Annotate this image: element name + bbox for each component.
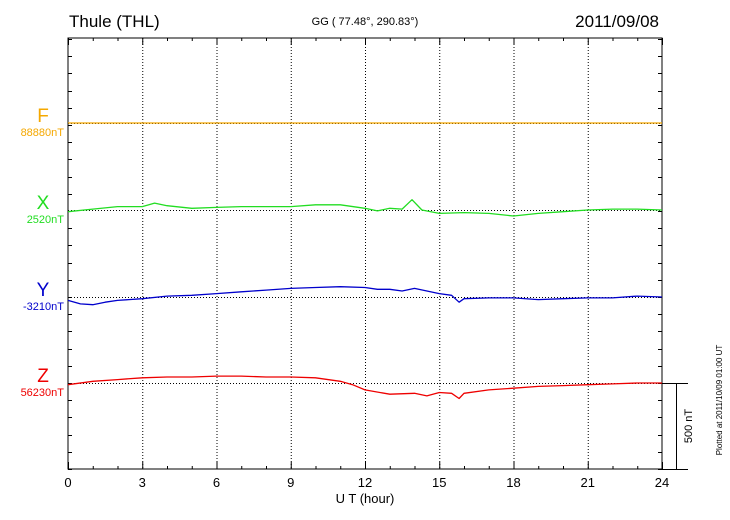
baseline-value-x: 2520nT	[26, 214, 64, 226]
x-tick-label-6: 6	[213, 475, 220, 490]
baseline-value-f: 88880nT	[20, 127, 64, 139]
station-title: Thule (THL)	[69, 12, 160, 31]
x-tick-label-24: 24	[655, 475, 669, 490]
x-axis-label: U T (hour)	[336, 491, 395, 506]
geographic-coordinates: GG ( 77.48°, 290.83°)	[311, 16, 419, 28]
x-tick-label-21: 21	[581, 475, 595, 490]
x-tick-label-3: 3	[139, 475, 146, 490]
series-z-line	[67, 375, 662, 400]
series-x-line	[67, 199, 663, 217]
series-y-line	[67, 286, 663, 306]
plotted-at-note: Plotted at 2011/10/09 01:00 UT	[715, 345, 724, 456]
x-tick-label-18: 18	[506, 475, 520, 490]
x-tick-label-0: 0	[64, 475, 71, 490]
component-label-x: X	[36, 193, 50, 214]
component-label-f: F	[37, 106, 49, 127]
baseline-value-z: 56230nT	[20, 387, 64, 399]
scale-bar-label: 500 nT	[683, 409, 695, 444]
baseline-value-y: -3210nT	[23, 301, 64, 313]
x-tick-label-15: 15	[432, 475, 446, 490]
component-label-y: Y	[36, 280, 50, 301]
component-label-z: Z	[37, 366, 49, 387]
x-tick-label-9: 9	[287, 475, 294, 490]
plot-date: 2011/09/08	[575, 12, 659, 31]
x-tick-label-12: 12	[358, 475, 372, 490]
